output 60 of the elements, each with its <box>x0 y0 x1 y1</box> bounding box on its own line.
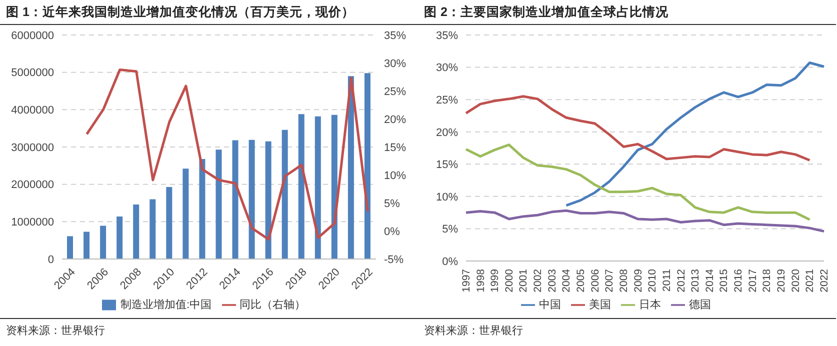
x-tick-label: 2003 <box>546 268 558 292</box>
x-tick-label: 2016 <box>732 268 745 292</box>
y-tick-label: 4000000 <box>11 104 54 117</box>
y-tick-label: 10% <box>436 191 458 204</box>
legend-label: 日本 <box>639 299 661 311</box>
y-tick-label: 2000000 <box>11 179 54 192</box>
x-tick-label: 1999 <box>489 268 502 292</box>
y2-tick-label: 0% <box>384 226 400 238</box>
x-tick-label: 2021 <box>804 268 816 292</box>
y-tick-label: 1000000 <box>11 216 54 229</box>
legend-label: 制造业增加值:中国 <box>120 299 212 311</box>
x-tick-label: 1998 <box>474 268 487 292</box>
y-tick-label: 20% <box>436 126 458 139</box>
text: 资料来源：世界银行 <box>6 324 106 338</box>
y-tick-label: 6000000 <box>11 30 54 42</box>
y-tick-label: 25% <box>436 94 458 106</box>
x-tick-label: 2000 <box>503 268 516 292</box>
x-tick-label: 2002 <box>532 268 544 292</box>
x-tick-label: 2007 <box>604 268 616 292</box>
x-tick-label: 2014 <box>704 268 716 292</box>
y2-tick-label: 15% <box>384 142 406 154</box>
legend-label: 同比（右轴） <box>240 299 306 311</box>
y-tick-label: 15% <box>436 159 458 172</box>
text: 资料来源：世界银行 <box>424 324 524 338</box>
y-tick-label: 30% <box>436 62 458 74</box>
x-tick-label: 2020 <box>790 268 802 292</box>
y-tick-label: 0% <box>442 256 458 268</box>
legend-label: 美国 <box>589 299 611 311</box>
x-tick-label: 2022 <box>818 268 830 292</box>
y-tick-label: 35% <box>436 30 458 42</box>
y2-tick-label: 5% <box>384 198 400 210</box>
y2-tick-label: 10% <box>384 170 406 182</box>
x-tick-label: 2018 <box>761 268 774 292</box>
x-tick-label: 2005 <box>575 268 588 292</box>
x-tick-label: 2009 <box>632 268 644 292</box>
chart-title: 图 2：主要国家制造业增加值全球占比情况 <box>418 0 836 25</box>
x-tick-label: 2013 <box>690 268 702 292</box>
y2-tick-label: 30% <box>384 58 406 70</box>
legend-label: 德国 <box>689 299 711 311</box>
x-tick-label: 2017 <box>746 268 759 292</box>
x-tick-label: 2004 <box>560 268 573 292</box>
x-tick-label: 2006 <box>589 268 602 292</box>
y2-tick-label: -5% <box>384 254 404 266</box>
chart-title: 图 1：近年来我国制造业增加值变化情况（百万美元，现价） <box>0 0 418 25</box>
y2-tick-label: 20% <box>384 114 406 126</box>
x-tick-label: 2010 <box>646 268 659 292</box>
x-tick-label: 2011 <box>660 268 673 292</box>
y2-tick-label: 25% <box>384 86 406 98</box>
y-tick-label: 5000000 <box>11 67 54 80</box>
y-tick-label: 5% <box>442 224 458 236</box>
x-tick-label: 2019 <box>775 268 788 292</box>
x-tick-label: 2012 <box>675 268 688 292</box>
x-tick-label: 1997 <box>460 268 472 292</box>
y-tick-label: 0 <box>48 254 54 266</box>
y2-tick-label: 35% <box>384 30 406 42</box>
x-tick-label: 2001 <box>518 268 530 292</box>
legend-label: 中国 <box>539 299 561 311</box>
x-tick-label: 2008 <box>618 268 630 292</box>
x-tick-label: 2015 <box>718 268 730 292</box>
y-tick-label: 3000000 <box>11 142 54 154</box>
